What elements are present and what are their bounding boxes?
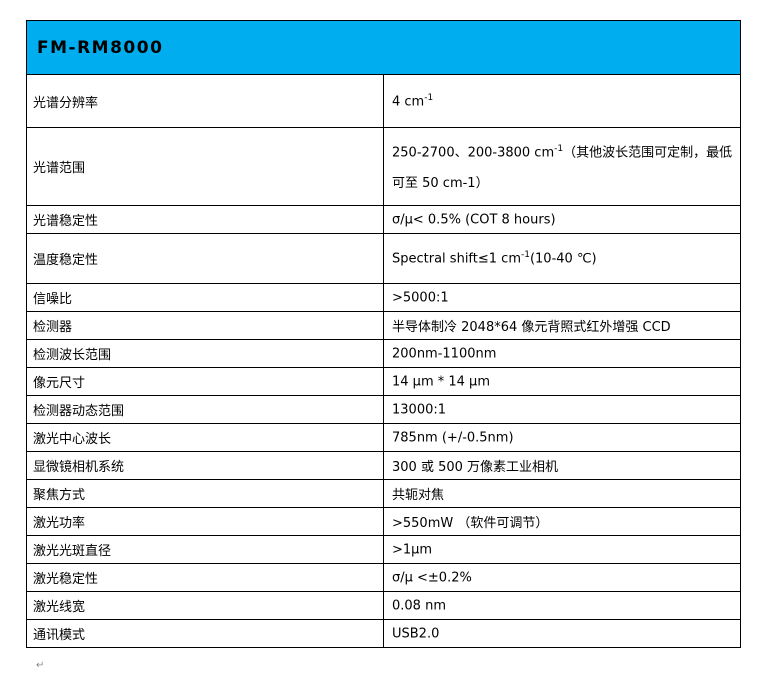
spec-value: σ/μ< 0.5% (COT 8 hours) — [383, 205, 741, 234]
spec-label: 检测器动态范围 — [26, 395, 384, 424]
spec-value: >550mW （软件可调节） — [383, 507, 741, 536]
spec-value: Spectral shift≤1 cm-1(10-40 ℃) — [383, 233, 741, 284]
table-row: 激光功率 >550mW （软件可调节） — [26, 507, 741, 536]
table-row: 温度稳定性 Spectral shift≤1 cm-1(10-40 ℃) — [26, 233, 741, 284]
spec-label: 通讯模式 — [26, 619, 384, 648]
model-title: FM-RM8000 — [26, 20, 741, 75]
spec-label: 激光线宽 — [26, 591, 384, 620]
spec-value-text: 300 或 500 万像素工业相机 — [392, 460, 559, 475]
table-row: 光谱稳定性 σ/μ< 0.5% (COT 8 hours) — [26, 205, 741, 234]
spec-value: >1μm — [383, 535, 741, 564]
spec-label: 像元尺寸 — [26, 367, 384, 396]
table-row: 通讯模式 USB2.0 — [26, 619, 741, 648]
table-row: 信噪比 >5000:1 — [26, 283, 741, 312]
spec-label: 检测器 — [26, 311, 384, 340]
table-row: 检测器 半导体制冷 2048*64 像元背照式红外增强 CCD — [26, 311, 741, 340]
spec-value: σ/μ <±0.2% — [383, 563, 741, 592]
spec-value-text: σ/μ< 0.5% (COT 8 hours) — [392, 212, 556, 228]
spec-value-text: 14 μm * 14 μm — [392, 374, 490, 390]
spec-value-text: USB2.0 — [392, 626, 440, 642]
spec-label: 激光稳定性 — [26, 563, 384, 592]
table-header-row: FM-RM8000 — [26, 20, 741, 75]
spec-value-note: （其他波长范围可定制，最低可至 50 cm-1） — [392, 145, 733, 191]
spec-label: 信噪比 — [26, 283, 384, 312]
table-row: 像元尺寸 14 μm * 14 μm — [26, 367, 741, 396]
spec-label: 激光中心波长 — [26, 423, 384, 452]
spec-value: 0.08 nm — [383, 591, 741, 620]
table-row: 激光线宽 0.08 nm — [26, 591, 741, 620]
spec-value: >5000:1 — [383, 283, 741, 312]
spec-table: FM-RM8000 光谱分辨率 4 cm-1 光谱范围 250-2700、200-… — [26, 20, 741, 648]
table-row: 激光光斑直径 >1μm — [26, 535, 741, 564]
spec-value-text: σ/μ <±0.2% — [392, 570, 472, 586]
table-row: 激光稳定性 σ/μ <±0.2% — [26, 563, 741, 592]
spec-value-superscript: -1 — [424, 92, 434, 103]
spec-value-text: 4 cm — [392, 94, 425, 110]
spec-label: 光谱范围 — [26, 127, 384, 206]
spec-label: 光谱分辨率 — [26, 74, 384, 128]
spec-value: 4 cm-1 — [383, 74, 741, 128]
spec-label: 激光功率 — [26, 507, 384, 536]
spec-value: 14 μm * 14 μm — [383, 367, 741, 396]
spec-value-text: >1μm — [392, 542, 433, 558]
spec-value-text: >550mW （软件可调节） — [392, 516, 549, 531]
spec-label: 聚焦方式 — [26, 479, 384, 508]
spec-value-text: 785nm (+/-0.5nm) — [392, 430, 514, 446]
spec-value-text: 200nm-1100nm — [392, 346, 497, 362]
spec-value-text: 0.08 nm — [392, 598, 446, 614]
spec-label: 激光光斑直径 — [26, 535, 384, 564]
table-row: 检测器动态范围 13000:1 — [26, 395, 741, 424]
spec-value-superscript: -1 — [554, 144, 564, 155]
spec-value: 785nm (+/-0.5nm) — [383, 423, 741, 452]
spec-label: 温度稳定性 — [26, 233, 384, 284]
spec-value-text: >5000:1 — [392, 290, 449, 306]
spec-label: 检测波长范围 — [26, 339, 384, 368]
table-row: 显微镜相机系统 300 或 500 万像素工业相机 — [26, 451, 741, 480]
spec-value: USB2.0 — [383, 619, 741, 648]
spec-label: 显微镜相机系统 — [26, 451, 384, 480]
table-row: 光谱范围 250-2700、200-3800 cm-1（其他波长范围可定制，最低… — [26, 127, 741, 206]
spec-value: 13000:1 — [383, 395, 741, 424]
spec-value-text: 13000:1 — [392, 402, 447, 418]
table-row: 光谱分辨率 4 cm-1 — [26, 74, 741, 128]
spec-value-text: 共轭对焦 — [392, 488, 445, 503]
spec-value: 共轭对焦 — [383, 479, 741, 508]
spec-value: 半导体制冷 2048*64 像元背照式红外增强 CCD — [383, 311, 741, 340]
spec-value-text: 半导体制冷 2048*64 像元背照式红外增强 CCD — [392, 320, 671, 335]
spec-label: 光谱稳定性 — [26, 205, 384, 234]
spec-value: 200nm-1100nm — [383, 339, 741, 368]
spec-value-superscript: -1 — [520, 250, 530, 261]
spec-value: 300 或 500 万像素工业相机 — [383, 451, 741, 480]
table-row: 激光中心波长 785nm (+/-0.5nm) — [26, 423, 741, 452]
spec-value-note: (10-40 ℃) — [529, 251, 597, 267]
spec-value-text: Spectral shift≤1 cm — [392, 251, 521, 267]
spec-value: 250-2700、200-3800 cm-1（其他波长范围可定制，最低可至 50… — [383, 127, 741, 206]
paragraph-mark-icon: ↵ — [36, 660, 45, 671]
table-row: 检测波长范围 200nm-1100nm — [26, 339, 741, 368]
table-row: 聚焦方式 共轭对焦 — [26, 479, 741, 508]
spec-value-text: 250-2700、200-3800 cm — [392, 145, 555, 161]
